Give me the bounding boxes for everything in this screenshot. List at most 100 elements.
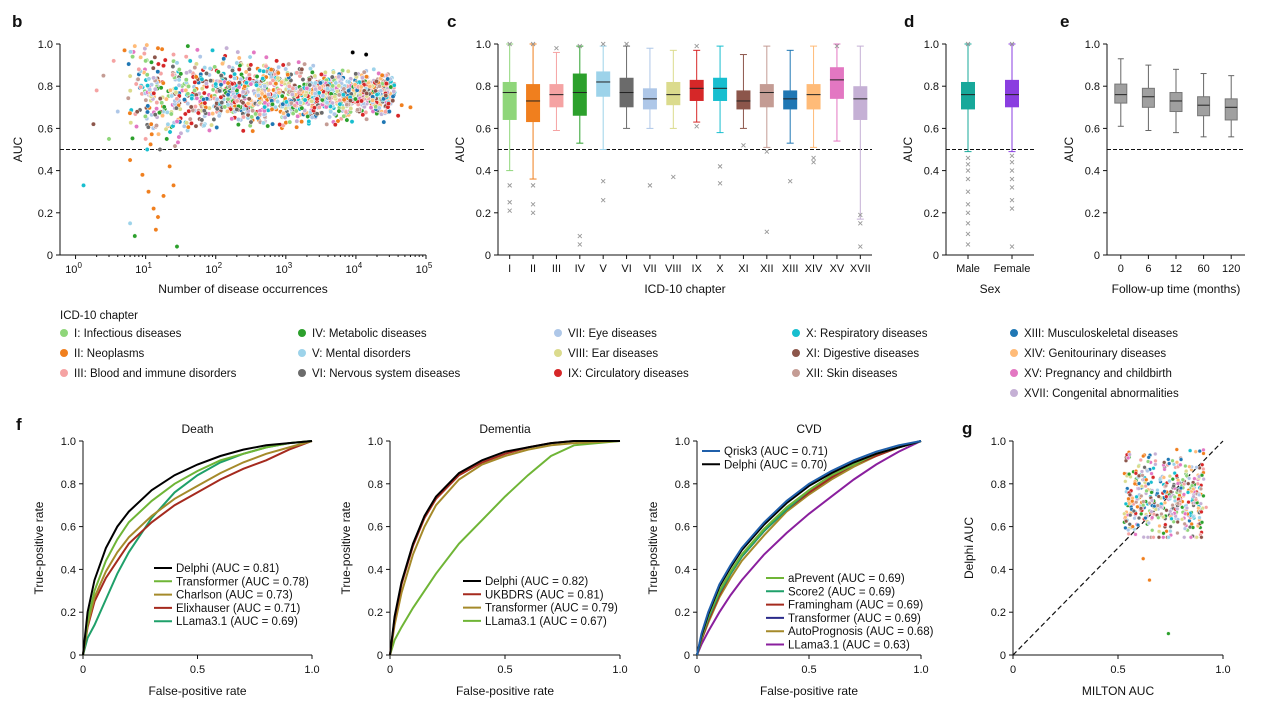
scatter-point [256,87,261,93]
scatter-point [1175,530,1180,536]
box-outlier [857,212,863,218]
scatter-point [245,101,251,107]
y-tick-label: 0.8 [675,479,690,491]
box-iqr [572,73,587,116]
box-outlier [811,155,816,161]
icd-legend: I: Infectious diseases II: Neoplasms III: … [60,328,1179,400]
x-tick-label: 60 [1197,263,1209,275]
scatter-point [145,103,151,109]
scatter-point [156,131,161,137]
scatter-point [309,114,315,120]
scatter-point [207,66,213,72]
box-outlier [811,159,816,165]
scatter-point [173,89,179,95]
scatter-point [1185,490,1191,495]
legend-label: III: Blood and immune disorders [74,368,237,380]
legend-marker [554,329,562,337]
scatter-point [214,125,220,130]
scatter-point [1128,513,1133,518]
box-outlier [1009,206,1015,211]
scatter-point [218,94,224,100]
scatter-point [1155,503,1160,508]
panel-letter-g: g [962,419,972,438]
scatter-point [160,113,165,119]
scatter-point [232,75,238,81]
scatter-point [1193,449,1198,454]
scatter-point [1168,494,1173,499]
scatter-point [161,63,166,69]
x-tick-label: XII [760,263,773,275]
scatter-point [241,106,247,112]
scatter-point [154,123,159,128]
scatter-point [287,119,293,125]
y-tick-label: 0.6 [1085,123,1100,135]
y-tick-label: 0.4 [476,166,491,178]
scatter-point [358,84,364,90]
scatter-point [147,87,153,93]
scatter-point [298,100,303,106]
scatter-point [174,244,180,250]
scatter-point [149,131,155,137]
x-tick-label: 12 [1170,263,1182,275]
scatter-point [192,104,198,110]
scatter-point [1180,477,1185,482]
scatter-point [349,119,355,125]
y-tick-label: 0.2 [61,607,76,619]
legend-label: Delphi (AUC = 0.82) [485,576,588,588]
scatter-point [1175,501,1180,506]
x-tick-label: 101 [135,261,152,276]
scatter-point [371,66,377,72]
scatter-point [222,104,228,110]
scatter-point [1136,515,1142,521]
scatter-point [1136,464,1141,469]
box-iqr [783,90,798,110]
scatter-point [127,220,133,226]
scatter-point [195,110,201,116]
scatter-point [1149,498,1155,503]
scatter-point [235,49,241,55]
scatter-point [217,88,223,94]
scatter-point [90,121,96,127]
scatter-point [1161,531,1166,536]
scatter-point [151,90,157,96]
scatter-point [1123,501,1128,506]
scatter-point [266,92,272,97]
scatter-point [188,104,194,110]
scatter-point [1143,515,1148,521]
roc-curve [389,440,620,656]
panel-title: Dementia [479,422,531,436]
scatter-point [125,95,131,101]
scatter-point [364,90,370,96]
y-tick-label: 0 [1000,650,1006,662]
scatter-point [224,45,230,51]
legend-marker [1010,349,1018,357]
scatter-point [309,98,315,104]
scatter-point [331,69,336,75]
scatter-point [1164,508,1169,513]
scatter-point [185,124,191,130]
y-tick-label: 0.4 [991,564,1006,576]
scatter-point [1162,467,1167,472]
scatter-point [285,72,291,78]
box-outlier [965,242,971,247]
scatter-point [171,182,176,188]
box-outlier [554,45,559,51]
legend-marker [60,349,68,357]
scatter-point [128,120,134,126]
scatter-point [316,104,322,110]
scatter-point [210,111,216,117]
x-tick-label: 0.5 [190,664,205,676]
scatter-point [336,74,342,80]
identity-diagonal [1012,440,1224,656]
scatter-point [341,113,347,119]
box-outlier [741,142,746,148]
scatter-point [139,172,145,178]
scatter-point [272,93,278,99]
scatter-point [160,80,166,86]
scatter-point [170,64,176,69]
x-tick-exponent: 1 [148,261,153,270]
scatter-point [178,71,184,77]
scatter-point [1161,514,1166,520]
scatter-point [230,86,236,92]
scatter-point [329,74,335,80]
